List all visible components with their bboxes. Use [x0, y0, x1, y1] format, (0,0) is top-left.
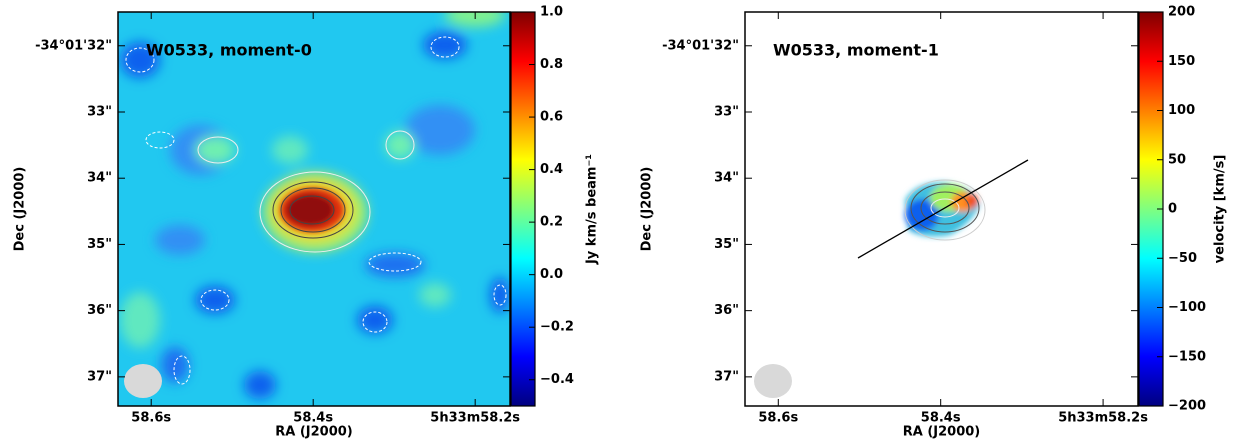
- panel-title: W0533, moment-0: [146, 41, 312, 60]
- colorbar-tick-label: 0: [1168, 202, 1177, 217]
- y-tick-label: 33": [714, 104, 739, 119]
- panel-title: W0533, moment-1: [773, 41, 939, 60]
- colorbar-tick-label: 200: [1168, 5, 1195, 20]
- y-axis-label: Dec (J2000): [640, 167, 655, 252]
- y-tick-label: 36": [87, 303, 112, 318]
- y-tick-label: 37": [714, 369, 739, 384]
- y-tick-label: -34°01'32": [662, 38, 739, 53]
- x-axis-label: RA (J2000): [903, 425, 981, 440]
- x-tick-label: 5h33m58.2s: [430, 411, 520, 426]
- colorbar-tick-label: 0.8: [540, 57, 563, 72]
- colorbar-tick-label: 150: [1168, 54, 1195, 69]
- colorbar-tick-label: −200: [1168, 399, 1206, 414]
- y-tick-label: -34°01'32": [35, 38, 112, 53]
- colorbar-tick-label: −150: [1168, 349, 1206, 364]
- y-tick-label: 36": [714, 303, 739, 318]
- map-image: [118, 12, 510, 406]
- y-tick-label: 34": [87, 171, 112, 186]
- x-tick-label: 58.4s: [293, 411, 333, 426]
- x-tick-label: 58.6s: [131, 411, 171, 426]
- colorbar-tick-label: 0.2: [540, 215, 563, 230]
- x-axis-label: RA (J2000): [275, 425, 353, 440]
- axes-frame: [744, 11, 1139, 407]
- colorbar-tick-label: −50: [1168, 251, 1197, 266]
- colorbar-tick-label: 100: [1168, 103, 1195, 118]
- colorbar-tick-label: 0.4: [540, 162, 563, 177]
- colorbar: [1138, 11, 1164, 407]
- colorbar-tick-label: 0.0: [540, 267, 563, 282]
- colorbar-tick-label: −100: [1168, 300, 1206, 315]
- colorbar-tick-label: −0.4: [540, 372, 574, 387]
- y-tick-label: 35": [714, 237, 739, 252]
- colorbar-label: Jy km/s beam⁻¹: [585, 154, 600, 265]
- y-tick-label: 35": [87, 237, 112, 252]
- colorbar-label: velocity [km/s]: [1213, 155, 1228, 264]
- colorbar: [510, 11, 536, 407]
- axes-frame: [117, 11, 511, 407]
- y-tick-label: 34": [714, 171, 739, 186]
- map-image: [745, 12, 1138, 406]
- y-tick-label: 37": [87, 369, 112, 384]
- colorbar-tick-label: 0.6: [540, 110, 563, 125]
- colorbar-tick-label: 1.0: [540, 5, 563, 20]
- colorbar-tick-label: −0.2: [540, 320, 574, 335]
- y-tick-label: 33": [87, 104, 112, 119]
- x-tick-label: 5h33m58.2s: [1058, 411, 1148, 426]
- x-tick-label: 58.4s: [921, 411, 961, 426]
- y-axis-label: Dec (J2000): [13, 167, 28, 252]
- colorbar-tick-label: 50: [1168, 152, 1186, 167]
- x-tick-label: 58.6s: [758, 411, 798, 426]
